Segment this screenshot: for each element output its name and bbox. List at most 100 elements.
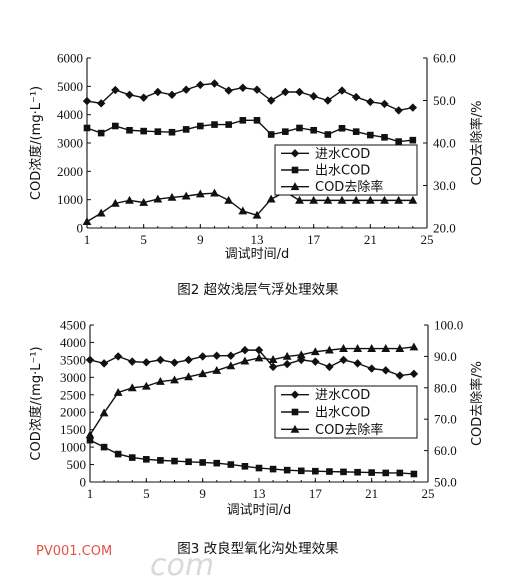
data-point-s1-23 (409, 136, 417, 144)
data-point-s2-6 (167, 192, 177, 201)
data-point-s2-7 (184, 372, 193, 381)
data-point-s2-17 (323, 195, 333, 204)
data-point-s1-13 (267, 131, 275, 138)
left-y-axis-title: COD浓度/(mg·L⁻¹) (28, 346, 44, 460)
data-point-s1-2 (112, 122, 119, 130)
right-y-tick-label: 90.0 (434, 349, 457, 364)
x-tick-label: 25 (421, 232, 434, 247)
watermark-ghost-text: com (150, 548, 214, 579)
data-point-s0-18 (337, 86, 347, 95)
data-point-s1-6 (171, 457, 178, 465)
series-line-1 (89, 439, 414, 475)
data-point-s0-16 (311, 357, 320, 366)
x-axis-title: 调试时间/d (225, 247, 290, 262)
data-point-s0-5 (156, 355, 165, 365)
data-point-s2-19 (353, 344, 362, 352)
right-y-tick-label: 60.0 (434, 443, 457, 458)
right-y-tick-label: 20.0 (433, 221, 456, 236)
data-point-s2-10 (226, 361, 236, 370)
data-point-s1-2 (114, 450, 122, 458)
data-point-s1-0 (83, 124, 91, 132)
data-point-slegend-0 (290, 390, 300, 399)
series-2 (85, 342, 419, 439)
data-point-s2-2 (110, 198, 120, 207)
right-y-tick-label: 50.0 (434, 475, 457, 490)
series-1 (86, 436, 418, 478)
series-0 (85, 345, 419, 380)
data-point-s0-7 (181, 85, 191, 94)
left-y-tick-label: 500 (67, 457, 87, 472)
data-point-s2-8 (195, 189, 205, 198)
x-tick-label: 9 (197, 232, 204, 247)
data-point-s0-20 (367, 364, 376, 373)
data-point-s1-12 (253, 117, 261, 124)
data-point-s0-10 (224, 86, 233, 95)
data-point-s2-2 (113, 388, 123, 396)
data-point-s1-11 (239, 117, 247, 124)
data-point-s0-19 (351, 92, 361, 102)
data-point-s1-1 (100, 443, 108, 451)
data-point-s2-15 (296, 350, 306, 359)
data-point-s0-2 (111, 85, 120, 95)
x-tick-label: 21 (364, 232, 377, 247)
series-1 (83, 117, 417, 145)
data-point-s0-2 (113, 352, 123, 361)
data-point-s0-22 (394, 106, 403, 115)
right-y-tick-label: 30.0 (433, 178, 456, 193)
data-point-s0-6 (167, 90, 177, 100)
data-point-s0-1 (99, 359, 109, 368)
series-line-0 (89, 349, 415, 377)
data-point-s2-22 (395, 344, 405, 352)
data-point-s0-9 (210, 79, 219, 88)
left-y-tick-label: 4000 (60, 335, 86, 350)
data-point-s0-15 (295, 87, 304, 97)
right-y-tick-label: 70.0 (434, 412, 457, 427)
data-point-s2-13 (268, 355, 278, 363)
data-point-s0-16 (309, 92, 318, 101)
data-point-s1-16 (312, 467, 319, 475)
data-point-s1-9 (213, 459, 221, 467)
x-axis-title: 调试时间/d (227, 503, 292, 518)
data-point-s0-4 (139, 93, 148, 102)
data-point-s1-9 (211, 121, 218, 128)
data-point-s1-18 (338, 124, 346, 132)
data-point-s0-11 (238, 83, 248, 92)
right-y-tick-label: 100.0 (434, 318, 463, 333)
data-point-s1-1 (97, 129, 105, 137)
data-point-s0-14 (282, 359, 292, 369)
watermark-text: PV001.COM (36, 544, 112, 559)
data-point-s0-8 (196, 80, 205, 90)
data-point-s2-23 (409, 342, 419, 351)
data-point-s0-8 (198, 352, 207, 361)
data-point-slegend-2 (290, 182, 300, 191)
data-point-s0-20 (366, 97, 375, 107)
right-y-tick-label: 80.0 (434, 380, 457, 395)
data-point-s1-10 (225, 121, 232, 128)
data-point-s1-7 (185, 458, 192, 466)
data-point-s2-18 (337, 195, 347, 204)
left-y-tick-label: 2000 (60, 405, 86, 420)
data-point-s1-21 (382, 469, 390, 477)
data-point-s2-18 (339, 344, 348, 352)
data-point-s2-8 (198, 369, 208, 378)
data-point-s1-5 (157, 457, 164, 464)
data-point-s2-11 (240, 356, 250, 365)
data-point-s2-13 (266, 194, 276, 203)
data-point-s2-19 (351, 195, 361, 204)
left-y-tick-label: 3500 (60, 352, 86, 367)
data-point-s2-0 (85, 430, 95, 439)
data-point-s1-14 (282, 128, 289, 135)
chart-improved-oxidation-ditch: 1 5 9 13 17 21 25 0 500 1000 1500 2000 2500 3000 3500 4… (28, 318, 485, 558)
data-point-s1-23 (410, 470, 418, 478)
data-point-s0-13 (266, 96, 276, 105)
x-tick-label: 1 (87, 486, 94, 501)
data-point-s0-1 (96, 99, 106, 108)
data-point-s2-14 (282, 351, 292, 360)
data-point-slegend-0 (290, 149, 300, 158)
legend-label-0: 进水COD (315, 388, 370, 403)
x-tick-label: 9 (199, 486, 206, 501)
data-point-slegend-1 (291, 166, 299, 174)
data-point-s2-22 (394, 195, 404, 204)
left-y-tick-label: 5000 (57, 79, 83, 94)
